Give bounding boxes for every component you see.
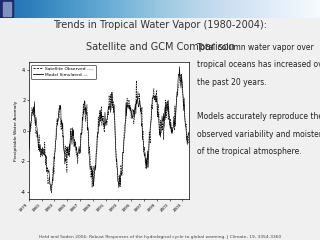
- Text: Trends in Tropical Water Vapor (1980-2004):: Trends in Tropical Water Vapor (1980-200…: [53, 20, 267, 30]
- Text: the past 20 years.: the past 20 years.: [197, 78, 267, 87]
- Y-axis label: Precipitable Water Anomaly: Precipitable Water Anomaly: [14, 101, 18, 161]
- Legend: Satellite Observed ----, Model Simulated —: Satellite Observed ----, Model Simulated…: [31, 65, 96, 79]
- Text: of the tropical atmosphere.: of the tropical atmosphere.: [197, 147, 301, 156]
- Bar: [0, 0, 13, 18]
- Text: observed variability and moistening: observed variability and moistening: [197, 130, 320, 139]
- Text: Satellite and GCM Comparison: Satellite and GCM Comparison: [85, 42, 235, 52]
- Text: Total column water vapor over: Total column water vapor over: [197, 43, 314, 52]
- Text: Models accurately reproduce the: Models accurately reproduce the: [197, 112, 320, 121]
- Text: tropical oceans has increased over: tropical oceans has increased over: [197, 60, 320, 70]
- Text: Held and Soden 2006: Robust Responses of the hydrological cycle to global warmin: Held and Soden 2006: Robust Responses of…: [39, 235, 281, 239]
- Bar: [3, 2, 11, 16]
